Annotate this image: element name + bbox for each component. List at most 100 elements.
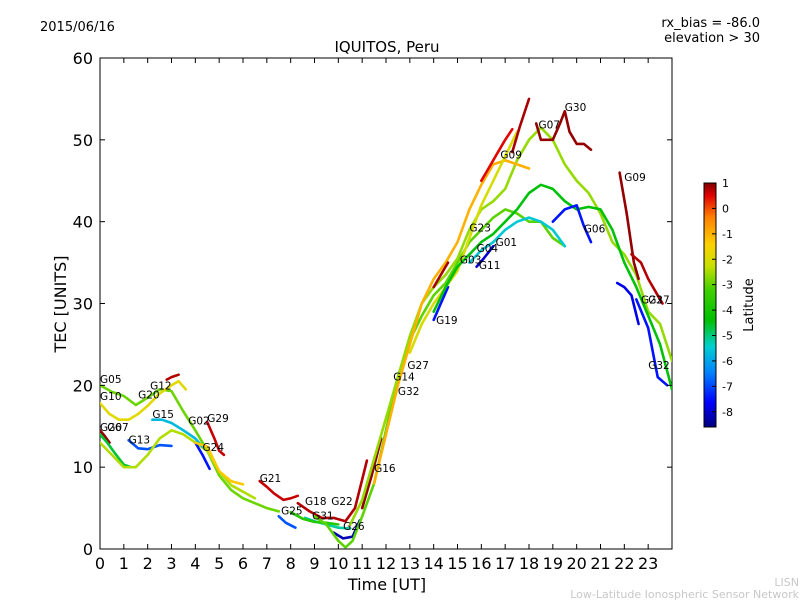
colorbar	[703, 182, 717, 428]
series-line-g12	[165, 373, 180, 381]
footer-line2: Low-Latitude Ionospheric Sensor Network	[570, 588, 799, 600]
satellite-label: G32	[398, 386, 420, 398]
x-tick-label: 15	[447, 554, 467, 573]
x-tick-label: 11	[352, 554, 372, 573]
satellite-label: G01	[496, 237, 517, 249]
satellite-label: G26	[343, 521, 365, 533]
satellite-label: G09	[500, 150, 522, 162]
satellite-label: G22	[331, 496, 353, 508]
satellite-label: G23	[469, 223, 491, 235]
series-line-g16	[313, 208, 567, 549]
elevation-label: elevation > 30	[664, 31, 760, 46]
satellite-label: G27	[407, 360, 429, 372]
satellite-label: G21	[260, 473, 282, 485]
x-tick-label: 8	[286, 554, 296, 573]
y-tick-label: 0	[83, 540, 93, 559]
colorbar-tick-label: -1	[722, 228, 733, 241]
series-line-g31	[289, 510, 340, 526]
satellite-label: G29	[207, 413, 229, 425]
y-tick-label: 10	[73, 458, 93, 477]
series-line-g26	[100, 429, 111, 444]
x-tick-label: 10	[328, 554, 348, 573]
x-tick-label: 5	[214, 554, 224, 573]
colorbar-tick-label: 0	[722, 202, 729, 215]
series-line-g30	[534, 109, 593, 151]
satellite-label: G32	[648, 360, 670, 372]
satellite-label: G25	[281, 506, 303, 518]
series-line-g21	[258, 479, 300, 502]
series-line-g32	[635, 298, 669, 387]
x-tick-label: 7	[262, 554, 272, 573]
series-layer	[100, 97, 672, 549]
series-line-g05	[100, 384, 281, 513]
x-tick-label: 13	[400, 554, 420, 573]
colorbar-tick-label: -6	[722, 355, 733, 368]
x-tick-label: 17	[495, 554, 515, 573]
series-line-g02	[194, 441, 211, 471]
series-line-g25	[277, 515, 297, 529]
colorbar-tick-label: -5	[722, 330, 733, 343]
x-tick-label: 23	[638, 554, 658, 573]
series-line-g23	[432, 261, 450, 289]
colorbar-tick-label: 1	[722, 177, 729, 190]
y-tick-label: 40	[73, 213, 93, 232]
satellite-label: G31	[312, 511, 334, 523]
x-axis-label: Time [UT]	[347, 575, 426, 594]
x-tick-label: 2	[143, 554, 153, 573]
colorbar-tick-label: -2	[722, 253, 733, 266]
series-line-g24	[194, 441, 245, 486]
y-tick-label: 60	[73, 49, 93, 68]
series-line-g04	[432, 183, 672, 391]
x-tick-label: 6	[238, 554, 248, 573]
series-line-g27	[630, 253, 664, 305]
series-line-g07	[100, 433, 133, 469]
series-line-g09	[480, 127, 514, 183]
y-tick-label: 50	[73, 131, 93, 150]
satellite-label: G09	[624, 172, 646, 184]
series-line-g01	[468, 216, 567, 264]
series-line-g20	[100, 429, 257, 500]
x-tick-label: 3	[166, 554, 176, 573]
x-tick-label: 0	[95, 554, 105, 573]
satellite-label: G02	[188, 416, 210, 428]
satellite-label: G12	[150, 380, 172, 392]
axis-layer: 0 1 2 3 4 5 6 7 8 9 10 11 12 13 14 15 16 17 18 19 20 21 22 2301…	[73, 49, 672, 573]
satellite-label: G18	[305, 496, 327, 508]
satellite-label: G03	[460, 254, 482, 266]
satellite-label: G06	[584, 223, 606, 235]
y-axis-label: TEC [UNITS]	[51, 256, 70, 354]
chart-title: IQUITOS, Peru	[334, 38, 439, 56]
series-line-g14	[360, 437, 383, 510]
satellite-label: G27	[648, 295, 670, 307]
x-tick-label: 21	[590, 554, 610, 573]
colorbar-ticks: 1 0 -1 -2 -3 -4 -5 -6 -7 -8	[712, 177, 733, 419]
footer-line1: LISN	[774, 576, 799, 589]
x-tick-label: 16	[471, 554, 491, 573]
y-tick-label: 20	[73, 376, 93, 395]
satellite-label: G13	[129, 434, 151, 446]
colorbar-tick-label: -7	[722, 380, 733, 393]
satellite-label: G04	[477, 243, 499, 255]
date-label: 2015/06/16	[40, 20, 115, 35]
satellite-label: G14	[393, 371, 415, 383]
series-line-g03	[408, 130, 519, 354]
x-tick-label: 14	[423, 554, 443, 573]
x-tick-label: 12	[376, 554, 396, 573]
series-line-g11	[475, 244, 495, 268]
satellite-label: G16	[374, 463, 396, 475]
y-tick-label: 30	[73, 295, 93, 314]
x-tick-label: 22	[614, 554, 634, 573]
x-tick-label: 1	[119, 554, 129, 573]
plot-frame	[99, 57, 673, 550]
colorbar-tick-label: -3	[722, 279, 733, 292]
x-tick-label: 18	[519, 554, 539, 573]
satellite-label: G15	[152, 409, 174, 421]
series-line-g07	[510, 97, 531, 154]
series-line-g13	[127, 438, 173, 451]
series-line-g29	[206, 420, 226, 457]
series-line-g15	[151, 418, 204, 448]
colorbar-tick-label: -8	[722, 406, 733, 419]
satellite-label: G07	[539, 119, 561, 131]
satellite-label: G24	[203, 442, 225, 454]
